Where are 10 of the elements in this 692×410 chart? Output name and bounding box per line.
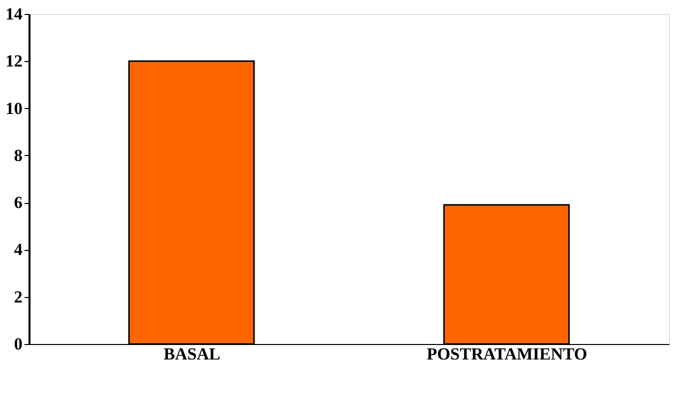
y-tick-label: 12	[6, 52, 22, 71]
y-tick-label: 6	[14, 193, 22, 212]
y-tick-label: 4	[14, 240, 23, 260]
y-tick-label: 14	[6, 4, 23, 24]
y-tick-label: 0	[14, 334, 22, 354]
y-tick-label: 8	[14, 146, 22, 165]
y-tick-label: 2	[14, 287, 22, 306]
x-tick-label: POSTRATAMIENTO	[426, 344, 588, 364]
y-tick-label: 10	[6, 98, 22, 118]
x-tick-label: BASAL	[164, 344, 220, 364]
